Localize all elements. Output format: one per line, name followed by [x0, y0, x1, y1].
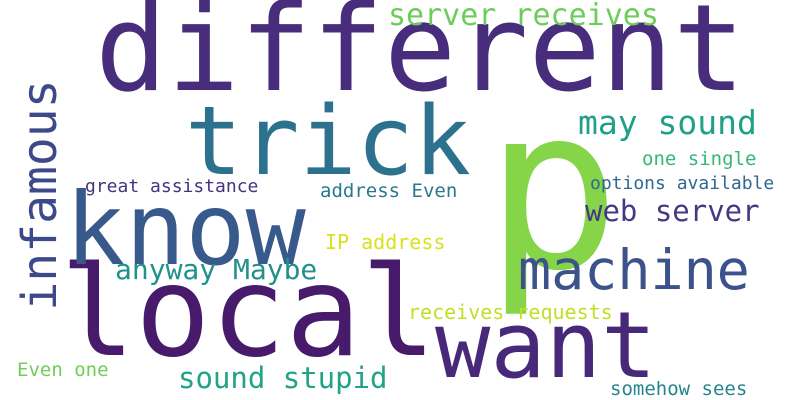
word-one-single: one single — [642, 148, 757, 170]
word-may-sound: may sound — [578, 103, 757, 142]
word-anyway-maybe: anyway Maybe — [115, 253, 318, 286]
word-machine: machine — [518, 238, 750, 302]
word-want: want — [435, 292, 657, 399]
word-receives-requests: receives requests — [408, 300, 613, 324]
word-local: local — [60, 240, 437, 385]
word-infamous: infamous — [12, 79, 68, 311]
word-somehow-sees: somehow sees — [610, 378, 748, 400]
word-ip-address: IP address — [325, 230, 446, 254]
word-even-one: Even one — [17, 359, 109, 381]
word-p: p — [485, 59, 621, 321]
word-trick: trick — [185, 87, 471, 197]
word-options-available: options available — [590, 173, 775, 194]
word-great-assistance: great assistance — [85, 176, 259, 197]
word-server-receives: server receives — [388, 0, 659, 33]
word-different: different — [95, 0, 746, 119]
word-know: know — [65, 171, 306, 288]
word-sound-stupid: sound stupid — [178, 361, 388, 395]
word-web-server: web server — [585, 194, 760, 228]
word-address-even: address Even — [320, 180, 458, 202]
